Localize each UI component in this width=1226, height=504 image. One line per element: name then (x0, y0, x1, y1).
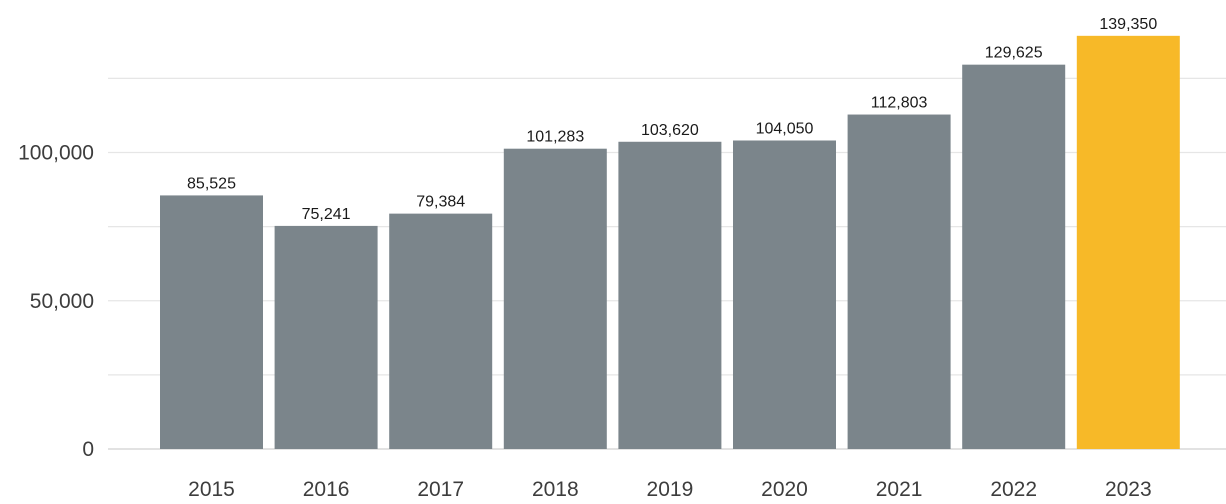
bar-2016 (274, 225, 378, 449)
x-tick-label-2020: 2020 (761, 478, 808, 501)
x-axis: 2015 2016 2017 2018 2019 2020 2021 2022 2023 (188, 478, 1152, 501)
data-label-2021: 112,803 (871, 95, 928, 112)
data-label-2017: 79,384 (416, 194, 465, 211)
data-labels: 85,525 75,241 79,384 101,283 103,620 104,050 1… (187, 16, 1157, 223)
data-label-2020: 104,050 (756, 120, 814, 137)
x-tick-label-2021: 2021 (876, 478, 923, 501)
data-label-2019: 103,620 (641, 122, 699, 139)
data-label-2023: 139,350 (1099, 16, 1157, 33)
bar-2017 (389, 213, 493, 449)
y-axis: 0 50,000 100,000 (18, 142, 94, 462)
x-tick-label-2017: 2017 (417, 478, 464, 501)
bar-2023 (1076, 35, 1180, 450)
x-tick-label-2019: 2019 (647, 478, 694, 501)
bars (160, 35, 1180, 450)
x-tick-label-2015: 2015 (188, 478, 235, 501)
y-tick-label: 100,000 (18, 142, 94, 165)
x-tick-label-2016: 2016 (303, 478, 350, 501)
bar-2022 (962, 64, 1066, 450)
bar-2018 (503, 148, 607, 449)
bar-2021 (847, 114, 951, 449)
bar-2019 (618, 141, 722, 449)
y-tick-label: 50,000 (30, 290, 94, 313)
x-tick-label-2023: 2023 (1105, 478, 1152, 501)
x-tick-label-2022: 2022 (990, 478, 1037, 501)
data-label-2016: 75,241 (302, 206, 351, 223)
data-label-2018: 101,283 (526, 129, 584, 146)
data-label-2015: 85,525 (187, 175, 236, 192)
x-tick-label-2018: 2018 (532, 478, 579, 501)
bar-2020 (733, 140, 836, 449)
y-tick-label: 0 (82, 438, 94, 461)
bar-2015 (160, 195, 263, 449)
data-label-2022: 129,625 (985, 45, 1043, 62)
